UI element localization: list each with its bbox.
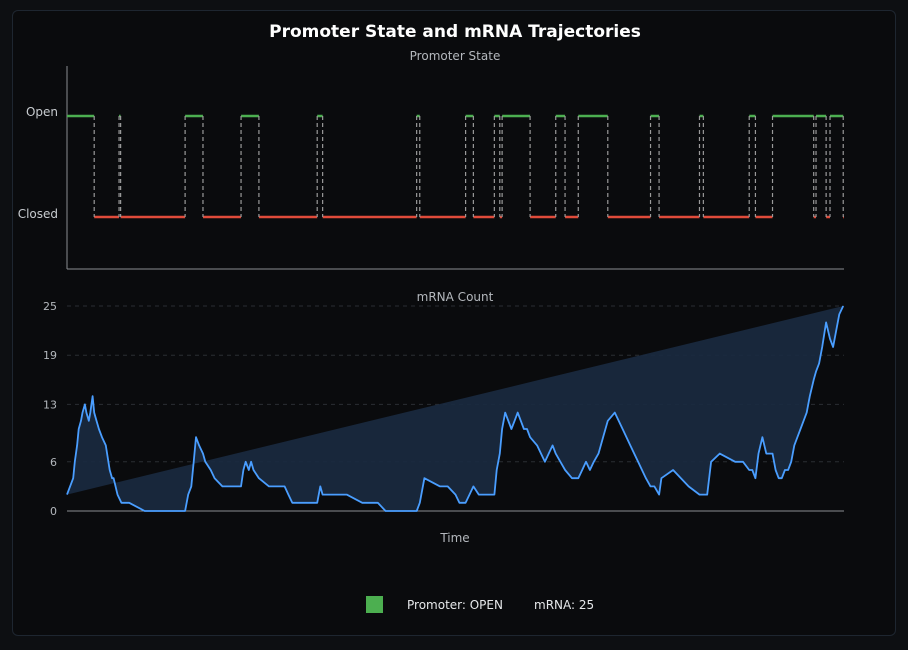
mrna-area <box>67 306 844 511</box>
state-label-open: Open <box>26 105 58 119</box>
x-axis-label: Time <box>439 531 469 545</box>
mrna-y-ticks: 0 6 13 19 25 <box>43 300 57 518</box>
legend-mrna: mRNA: 25 <box>534 598 594 612</box>
chart-panel <box>12 10 896 636</box>
promoter-subtitle: Promoter State <box>410 49 501 63</box>
promoter-trace <box>67 114 844 219</box>
y-tick-label: 6 <box>50 456 57 469</box>
y-tick-label: 19 <box>43 349 57 362</box>
legend-promoter: Promoter: OPEN <box>407 598 503 612</box>
state-label-closed: Closed <box>18 207 58 221</box>
y-tick-label: 13 <box>43 398 57 411</box>
legend-swatch <box>366 596 383 613</box>
mrna-line <box>66 305 845 512</box>
y-tick-label: 0 <box>50 505 57 518</box>
y-tick-label: 25 <box>43 300 57 313</box>
mrna-subtitle: mRNA Count <box>417 290 494 304</box>
chart-title: Promoter State and mRNA Trajectories <box>269 22 641 42</box>
